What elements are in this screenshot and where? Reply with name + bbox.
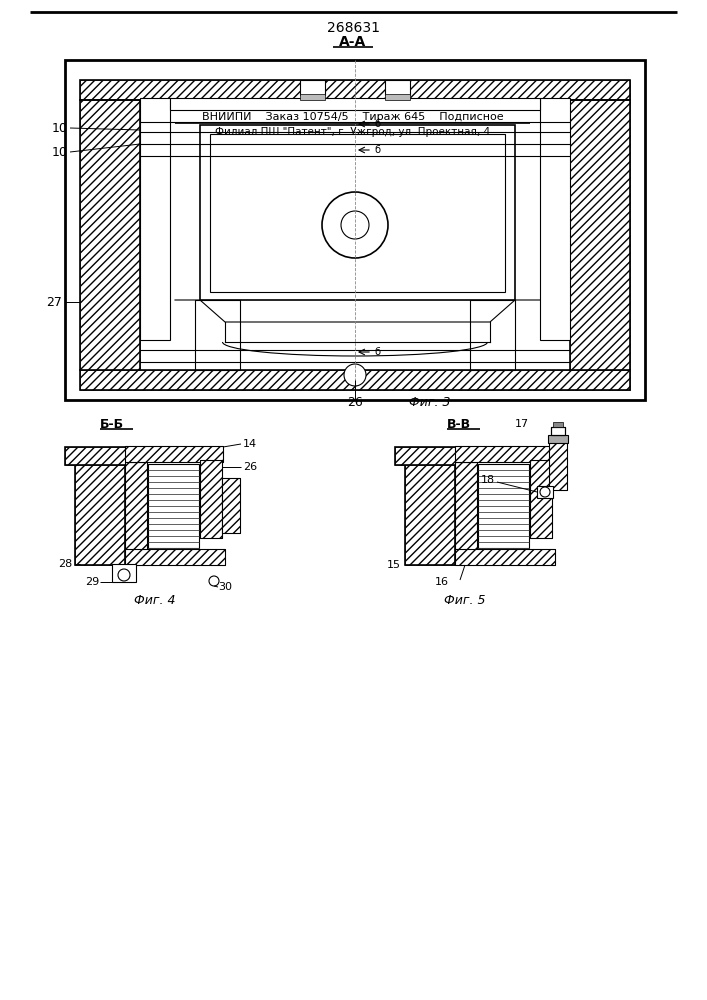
Circle shape [344, 364, 366, 386]
Bar [551, 427, 565, 435]
Text: 15: 15 [387, 560, 401, 570]
Bar [470, 300, 515, 370]
Bar [65, 447, 135, 465]
Bar [540, 98, 570, 340]
Text: 30: 30 [218, 582, 232, 592]
Bar [455, 462, 477, 550]
Text: 29: 29 [85, 577, 99, 587]
Text: В-В: В-В [447, 418, 471, 430]
Bar [65, 447, 135, 465]
Bar [75, 450, 125, 565]
Text: б: б [374, 145, 380, 155]
Bar [570, 100, 630, 370]
Bar [300, 94, 325, 100]
Text: 28: 28 [58, 559, 72, 569]
Bar [405, 450, 455, 565]
Bar [125, 462, 147, 550]
Text: Б-Б: Б-Б [100, 418, 124, 430]
Bar [125, 446, 223, 462]
Bar [549, 442, 567, 490]
Bar [195, 300, 240, 370]
Bar [455, 446, 553, 462]
Bar [65, 60, 645, 400]
Bar [125, 549, 225, 565]
Text: Филиал ПШ "Патент", г. Ужгрод, ул. Проектная, 4: Филиал ПШ "Патент", г. Ужгрод, ул. Проек… [216, 127, 491, 137]
Bar [200, 460, 222, 538]
Bar [125, 446, 223, 462]
Text: 268631: 268631 [327, 21, 380, 35]
Bar [125, 462, 147, 550]
Text: Фиг. 5: Фиг. 5 [444, 593, 486, 606]
Text: Фиг. 4: Фиг. 4 [134, 593, 176, 606]
Bar [80, 100, 140, 370]
Text: 26: 26 [243, 462, 257, 472]
Text: 10: 10 [52, 121, 68, 134]
Bar [551, 427, 565, 435]
Circle shape [118, 569, 130, 581]
Bar [385, 80, 410, 95]
Bar [553, 422, 563, 427]
Bar [455, 446, 553, 462]
Circle shape [322, 192, 388, 258]
Text: б: б [374, 119, 380, 129]
Text: б: б [374, 347, 380, 357]
Text: 18: 18 [481, 475, 495, 485]
Bar [455, 549, 555, 565]
Bar [222, 478, 240, 533]
Bar [112, 564, 136, 582]
Bar [210, 134, 505, 292]
Bar [75, 450, 125, 565]
Bar [548, 435, 568, 443]
Bar [300, 80, 325, 95]
Bar [537, 486, 553, 498]
Bar [80, 100, 140, 370]
Circle shape [341, 211, 369, 239]
Bar [80, 370, 630, 390]
Bar [200, 125, 515, 300]
Bar [222, 478, 240, 533]
Bar [405, 450, 455, 565]
Bar [170, 98, 540, 110]
Text: 17: 17 [515, 419, 529, 429]
Bar [395, 447, 465, 465]
Circle shape [209, 576, 219, 586]
Bar [140, 98, 170, 340]
Bar [395, 447, 465, 465]
Bar [200, 460, 222, 538]
Bar [80, 80, 630, 100]
Bar [570, 100, 630, 370]
Bar [530, 460, 552, 538]
Text: ВНИИПИ    Заказ 10754/5    Тираж 645    Подписное: ВНИИПИ Заказ 10754/5 Тираж 645 Подписное [202, 112, 504, 122]
Circle shape [540, 487, 550, 497]
Bar [148, 464, 199, 548]
Bar [478, 464, 529, 548]
Text: 10: 10 [52, 145, 68, 158]
Bar [455, 462, 477, 550]
Text: 27: 27 [46, 296, 62, 308]
Bar [530, 460, 552, 538]
Bar [80, 370, 630, 390]
Bar [125, 549, 225, 565]
Text: 16: 16 [435, 577, 449, 587]
Bar [385, 94, 410, 100]
Text: Фиг. 3: Фиг. 3 [409, 396, 451, 410]
Text: 14: 14 [243, 439, 257, 449]
Text: 26: 26 [347, 396, 363, 410]
Bar [549, 442, 567, 490]
Bar [80, 80, 630, 100]
Bar [455, 549, 555, 565]
Text: А-А: А-А [339, 35, 367, 49]
